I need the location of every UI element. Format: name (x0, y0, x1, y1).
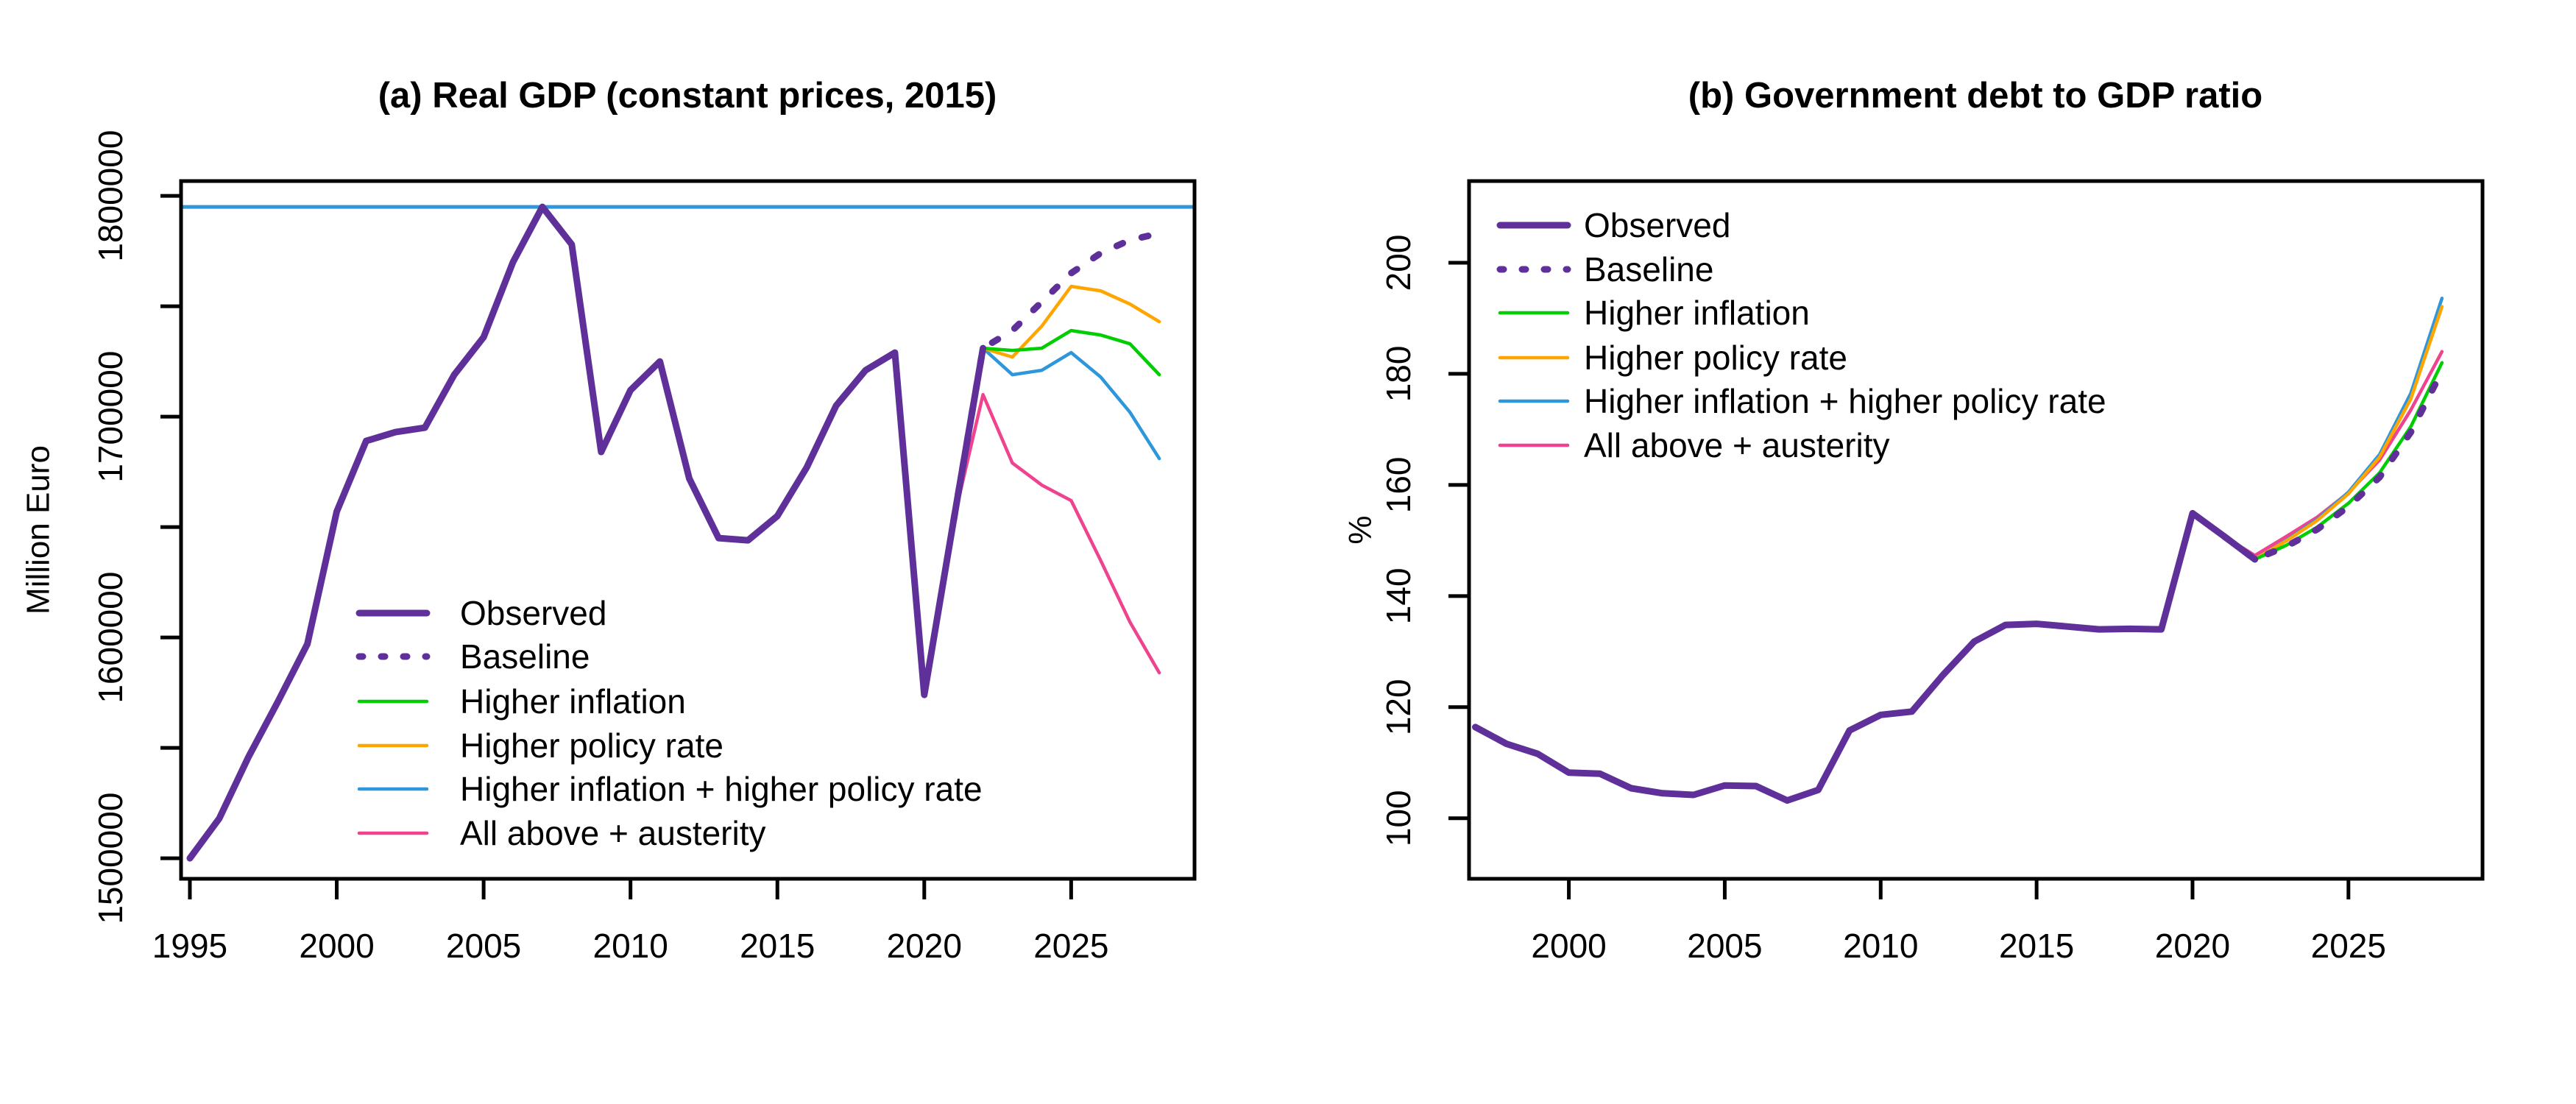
x-tick-label: 2025 (1033, 927, 1108, 965)
panel-b-debt-ratio: (b) Government debt to GDP ratio % 2000 2… (1342, 76, 2485, 965)
legend-b-label-observed: Observed (1584, 206, 1730, 244)
series-observed-line (1472, 509, 2259, 804)
x-tick-label: 2005 (446, 927, 521, 965)
legend-a-label-observed: Observed (460, 594, 606, 632)
y-tick-label: 180 (1379, 346, 1418, 403)
panel-a-plot-area: 1995 2000 2005 2010 2015 2020 2025 1800000 17000… (91, 130, 1197, 965)
series-higher-policy-rate-line (952, 284, 1161, 523)
legend-a-label-higher-inflation: Higher inflation (460, 682, 686, 721)
series-higher-inflation-higher-policy-rate-line (952, 346, 1161, 523)
y-tick-label: 100 (1379, 790, 1418, 846)
legend-a-label-both: Higher inflation + higher policy rate (460, 770, 983, 808)
legend-b-label-both: Higher inflation + higher policy rate (1584, 382, 2106, 420)
panel-a-legend-line-samples (355, 609, 431, 835)
y-tick-label: 1700000 (91, 351, 130, 483)
panel-b-plot-area: 2000 2005 2010 2015 2020 2025 200 180 160 140 120 1… (1379, 179, 2485, 965)
panel-a-legend: Observed Baseline Higher inflation Highe… (355, 594, 983, 852)
y-tick-label: 1800000 (91, 130, 130, 262)
legend-a-label-baseline: Baseline (460, 637, 590, 676)
y-tick-label: 200 (1379, 235, 1418, 291)
series-observed-line (186, 203, 987, 862)
x-tick-label: 2020 (887, 927, 962, 965)
series-higher-inflation-line (952, 328, 1161, 523)
y-tick-label: 1500000 (91, 793, 130, 924)
x-tick-label: 2000 (1531, 927, 1606, 965)
legend-b-label-austerity: All above + austerity (1584, 426, 1890, 464)
x-tick-label: 2015 (1999, 927, 2074, 965)
panel-b-y-axis-label: % (1342, 515, 1379, 544)
series-baseline-line (950, 230, 1163, 524)
panel-a-title: (a) Real GDP (constant prices, 2015) (378, 76, 997, 116)
y-tick-label: 160 (1379, 456, 1418, 513)
panel-b-legend: Observed Baseline Higher inflation Highe… (1496, 206, 2106, 464)
plot-border (179, 179, 1197, 881)
series-all-above-austerity-line (2222, 350, 2444, 557)
x-tick-label: 2025 (2311, 927, 2386, 965)
y-tick-label: 120 (1379, 679, 1418, 735)
x-tick-label: 2010 (592, 927, 668, 965)
legend-b-label-higher-inflation: Higher inflation (1584, 294, 1810, 332)
legend-a-label-higher-policy-rate: Higher policy rate (460, 726, 723, 765)
legend-b-label-higher-policy-rate: Higher policy rate (1584, 339, 1847, 377)
x-tick-label: 2005 (1687, 927, 1762, 965)
series-all-above-austerity-line (952, 392, 1161, 675)
series-higher-inflation-line (2222, 361, 2444, 562)
x-tick-label: 1995 (152, 927, 227, 965)
x-tick-label: 2015 (740, 927, 815, 965)
legend-b-label-baseline: Baseline (1584, 250, 1713, 289)
y-tick-label: 1600000 (91, 572, 130, 704)
legend-a-label-austerity: All above + austerity (460, 814, 766, 852)
x-tick-label: 2000 (299, 927, 374, 965)
x-tick-label: 2020 (2155, 927, 2230, 965)
x-tick-label: 2010 (1843, 927, 1918, 965)
panel-a-y-axis-label: Million Euro (21, 445, 57, 615)
y-tick-label: 140 (1379, 567, 1418, 624)
panel-b-legend-line-samples (1496, 222, 1571, 447)
panel-a-real-gdp: (a) Real GDP (constant prices, 2015) Mil… (21, 76, 1197, 965)
plot-border (1467, 179, 2485, 881)
panel-b-title: (b) Government debt to GDP ratio (1688, 76, 2262, 116)
series-baseline-line (2220, 367, 2446, 563)
